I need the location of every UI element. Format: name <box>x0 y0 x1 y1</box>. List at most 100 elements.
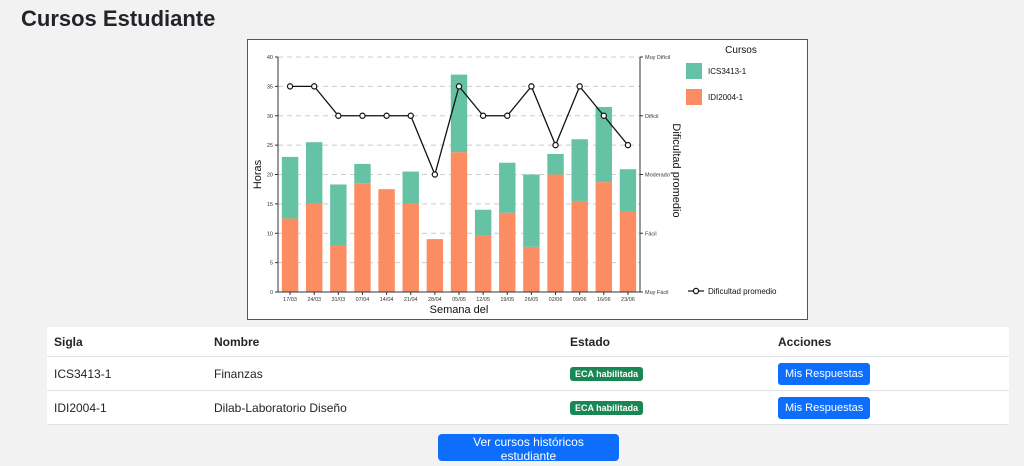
bar-ics3413-1 <box>330 184 347 245</box>
legend-label: IDI2004-1 <box>708 93 744 102</box>
y-axis-label: Horas <box>252 159 264 189</box>
x-tick-label: 12/05 <box>476 297 490 303</box>
courses-table-container: Sigla Nombre Estado Acciones ICS3413-1 F… <box>47 327 1009 425</box>
cell-sigla: IDI2004-1 <box>47 390 207 425</box>
difficulty-point <box>335 112 342 119</box>
y2-axis-label: Dificultad promedio <box>670 123 682 217</box>
bar-idi2004-1 <box>281 218 299 292</box>
y2-tick-label: Moderado <box>645 173 670 179</box>
difficulty-point <box>310 83 318 90</box>
bar-idi2004-1 <box>571 200 588 292</box>
x-tick-label: 16/06 <box>597 297 611 303</box>
legend-title: Cursos <box>725 45 757 56</box>
x-tick-label: 14/04 <box>380 297 394 303</box>
bar-ics3413-1 <box>305 142 323 204</box>
bar-idi2004-1 <box>450 152 468 292</box>
table-row: ICS3413-1 Finanzas ECA habilitada Mis Re… <box>47 356 1009 391</box>
table-header-row: Sigla Nombre Estado Acciones <box>47 327 1009 357</box>
x-tick-label: 26/05 <box>525 297 539 303</box>
difficulty-point <box>600 112 607 119</box>
x-tick-label: 05/05 <box>452 297 466 303</box>
difficulty-point <box>286 83 294 90</box>
bar-ics3413-1 <box>450 74 468 153</box>
difficulty-point <box>455 83 463 90</box>
legend-swatch <box>686 89 702 105</box>
y-tick-label: 0 <box>270 290 273 296</box>
x-tick-label: 21/04 <box>404 297 418 303</box>
courses-table: Sigla Nombre Estado Acciones ICS3413-1 F… <box>47 327 1009 425</box>
difficulty-point <box>552 141 559 149</box>
x-tick-label: 23/06 <box>621 297 635 303</box>
legend-swatch <box>686 63 702 79</box>
x-tick-label: 17/03 <box>283 297 297 303</box>
legend-label: Dificultad promedio <box>708 287 777 296</box>
bar-ics3413-1 <box>402 171 419 204</box>
y2-tick-label: Fácil <box>645 231 657 237</box>
bar-idi2004-1 <box>499 212 516 292</box>
status-badge: ECA habilitada <box>570 401 644 415</box>
bar-ics3413-1 <box>571 139 588 201</box>
header-sigla: Sigla <box>47 327 207 357</box>
legend-line-marker <box>692 287 700 295</box>
y-tick-label: 40 <box>267 55 273 61</box>
difficulty-point <box>504 112 511 119</box>
chart-container: 0 5 10 15 20 25 30 35 40 17/03 24/03 31/03 07/04 14/0… <box>247 39 808 320</box>
bar-idi2004-1 <box>474 235 492 292</box>
bar-ics3413-1 <box>595 106 613 183</box>
y-tick-label: 35 <box>267 84 273 90</box>
bar-ics3413-1 <box>354 163 371 184</box>
bar-ics3413-1 <box>281 156 299 219</box>
header-acciones: Acciones <box>771 327 1009 357</box>
difficulty-point <box>576 83 583 90</box>
y2-tick-label: Muy Fácil <box>645 290 669 296</box>
cell-acciones: Mis Respuestas <box>771 356 1009 391</box>
difficulty-point <box>383 112 390 119</box>
cell-nombre: Dilab-Laboratorio Diseño <box>207 390 563 425</box>
x-tick-label: 28/04 <box>428 297 442 303</box>
header-estado: Estado <box>563 327 771 357</box>
cell-sigla: ICS3413-1 <box>47 356 207 391</box>
bar-idi2004-1 <box>354 183 371 292</box>
y-tick-label: 20 <box>267 173 273 179</box>
x-tick-label: 07/04 <box>356 297 370 303</box>
mis-respuestas-button[interactable]: Mis Respuestas <box>778 362 871 385</box>
bar-ics3413-1 <box>547 153 564 175</box>
bar-idi2004-1 <box>378 189 395 292</box>
y-tick-label: 10 <box>267 231 273 237</box>
x-tick-label: 09/06 <box>573 297 587 303</box>
bar-idi2004-1 <box>547 174 564 292</box>
bar-idi2004-1 <box>595 182 613 292</box>
difficulty-point <box>528 83 535 90</box>
y-tick-label: 30 <box>267 114 273 120</box>
x-tick-label: 31/03 <box>331 297 345 303</box>
status-badge: ECA habilitada <box>570 367 644 381</box>
x-axis-label: Semana del <box>430 304 489 316</box>
bar-ics3413-1 <box>523 174 540 247</box>
bar-ics3413-1 <box>474 209 492 236</box>
bar-ics3413-1 <box>619 169 637 212</box>
x-tick-label: 24/03 <box>307 297 321 303</box>
bar-idi2004-1 <box>523 246 540 292</box>
bar-idi2004-1 <box>305 203 323 292</box>
difficulty-point <box>624 141 632 149</box>
cell-estado: ECA habilitada <box>563 356 771 391</box>
table-row: IDI2004-1 Dilab-Laboratorio Diseño ECA h… <box>47 390 1009 425</box>
legend-label: ICS3413-1 <box>708 67 747 76</box>
cell-acciones: Mis Respuestas <box>771 390 1009 425</box>
cell-estado: ECA habilitada <box>563 390 771 425</box>
bar-idi2004-1 <box>330 245 347 292</box>
mis-respuestas-button[interactable]: Mis Respuestas <box>778 396 871 419</box>
y2-tick-label: Muy Difícil <box>645 55 670 61</box>
header-nombre: Nombre <box>207 327 563 357</box>
bar-ics3413-1 <box>499 162 516 213</box>
x-tick-label: 19/05 <box>500 297 514 303</box>
ver-cursos-historicos-button[interactable]: Ver cursos históricos estudiante <box>438 434 619 463</box>
cell-nombre: Finanzas <box>207 356 563 391</box>
bar-idi2004-1 <box>426 239 444 292</box>
y-tick-label: 15 <box>267 202 273 208</box>
page-title: Cursos Estudiante <box>21 6 216 31</box>
y-tick-label: 25 <box>267 143 273 149</box>
chart-svg: 0 5 10 15 20 25 30 35 40 17/03 24/03 31/03 07/04 14/0… <box>252 45 777 316</box>
bar-idi2004-1 <box>619 211 637 292</box>
difficulty-point <box>359 112 366 119</box>
